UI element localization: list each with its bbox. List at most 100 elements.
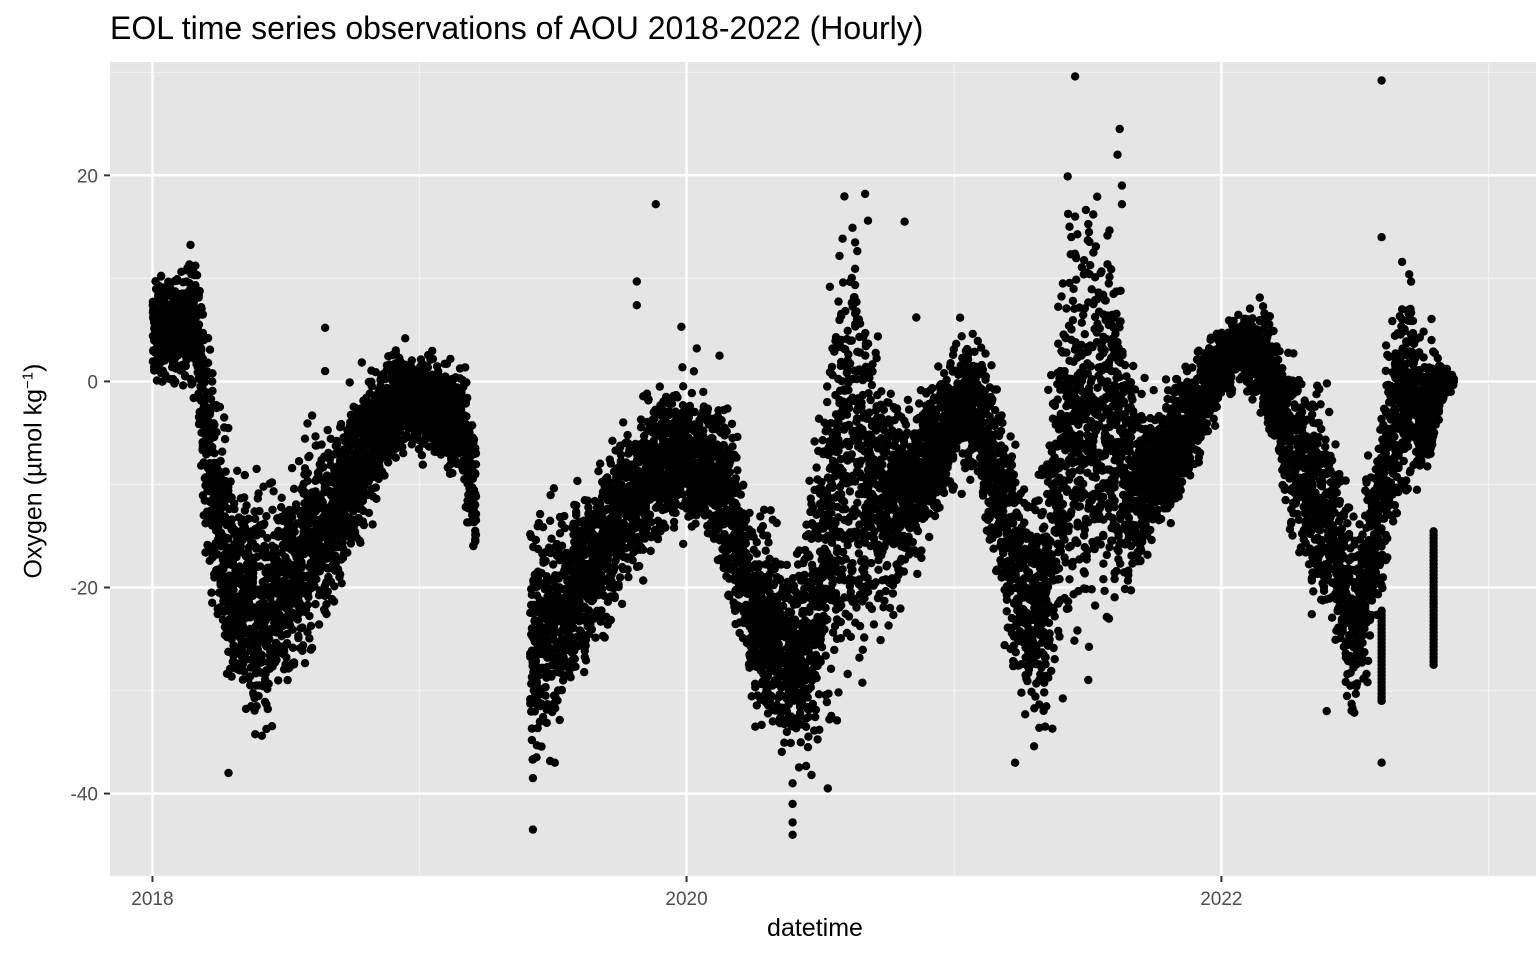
data-point <box>448 468 457 478</box>
data-point <box>255 562 265 571</box>
data-point <box>275 610 284 620</box>
data-point <box>210 449 219 458</box>
data-point <box>551 704 560 713</box>
data-point <box>532 753 541 762</box>
data-point <box>617 599 627 609</box>
data-point <box>646 546 655 556</box>
data-point <box>240 470 249 480</box>
data-point <box>336 570 345 579</box>
data-point <box>283 675 292 685</box>
data-point <box>609 564 619 574</box>
data-point <box>330 582 339 591</box>
data-point <box>287 463 297 473</box>
data-point <box>673 393 682 402</box>
data-point <box>307 411 317 420</box>
data-point <box>203 358 213 368</box>
data-point <box>462 378 471 387</box>
data-point <box>178 381 188 390</box>
data-point <box>197 346 206 355</box>
data-point <box>471 492 481 501</box>
data-point <box>323 587 332 596</box>
data-point <box>736 490 745 499</box>
data-point <box>573 476 582 486</box>
data-point <box>282 653 291 662</box>
data-point <box>639 545 648 554</box>
data-point <box>294 457 304 466</box>
data-point <box>303 468 312 478</box>
data-point <box>274 526 283 536</box>
data-point <box>226 477 235 486</box>
data-point <box>305 634 314 643</box>
data-point <box>557 669 566 678</box>
data-point <box>645 510 655 519</box>
data-point <box>616 450 626 459</box>
data-point <box>265 635 274 644</box>
data-point <box>391 453 400 462</box>
data-point <box>249 568 258 578</box>
data-point <box>319 462 328 472</box>
data-point <box>264 679 273 688</box>
data-point <box>195 286 204 296</box>
data-point <box>220 413 229 422</box>
data-point <box>744 553 754 562</box>
data-point <box>267 722 277 731</box>
data-point <box>233 466 242 475</box>
data-point <box>723 404 732 413</box>
data-point <box>282 639 292 648</box>
data-point <box>252 464 261 474</box>
data-point <box>329 597 339 606</box>
data-point <box>305 451 314 461</box>
data-point <box>260 519 269 528</box>
data-point <box>545 516 555 525</box>
data-point <box>557 685 566 695</box>
data-point <box>401 334 410 343</box>
data-point <box>689 367 699 376</box>
data-point <box>240 523 250 532</box>
data-point <box>277 493 286 502</box>
data-point <box>263 704 272 714</box>
data-point <box>303 600 312 609</box>
data-point <box>537 742 546 751</box>
data-point <box>336 419 346 429</box>
data-point <box>623 565 632 574</box>
data-point <box>418 460 427 469</box>
data-point <box>252 702 261 711</box>
data-point <box>541 556 550 565</box>
data-point <box>240 493 249 502</box>
data-point <box>661 523 670 532</box>
data-point <box>208 377 217 386</box>
data-points <box>148 72 1459 839</box>
data-point <box>428 354 438 364</box>
data-point <box>446 354 455 364</box>
data-point <box>615 573 625 582</box>
data-point <box>289 660 299 669</box>
data-point <box>739 480 748 489</box>
data-point <box>699 387 708 397</box>
data-point <box>182 356 191 365</box>
data-point <box>372 494 381 503</box>
data-point <box>541 682 550 692</box>
data-point <box>227 672 236 681</box>
data-point <box>553 696 562 705</box>
data-point <box>194 320 204 329</box>
data-point <box>232 553 241 562</box>
data-point <box>608 436 617 445</box>
data-point <box>357 358 366 367</box>
data-point <box>594 467 603 476</box>
data-point <box>171 377 180 386</box>
data-point <box>203 333 213 343</box>
data-point <box>679 539 688 549</box>
data-point <box>311 600 320 609</box>
data-point <box>289 484 299 493</box>
data-point <box>572 510 581 520</box>
data-point <box>462 412 471 421</box>
data-point <box>725 468 734 477</box>
data-point <box>471 449 481 458</box>
data-point <box>555 715 564 725</box>
data-point <box>639 576 648 585</box>
data-point <box>623 430 632 440</box>
data-point <box>653 534 663 544</box>
data-point <box>468 421 477 430</box>
data-point <box>186 240 195 250</box>
